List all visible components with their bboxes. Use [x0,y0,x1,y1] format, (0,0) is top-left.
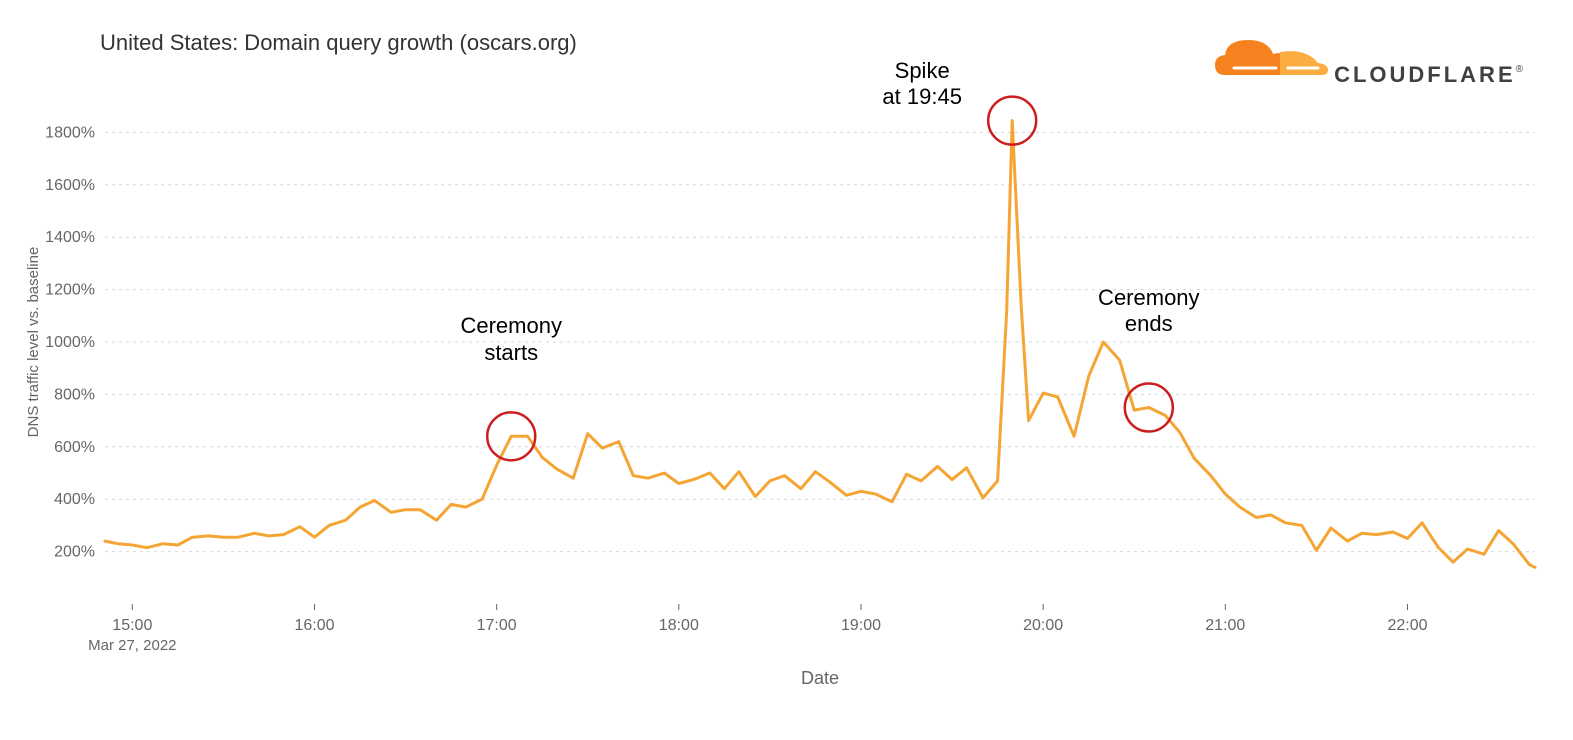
x-tick-label: 17:00 [477,617,517,634]
chart-title: United States: Domain query growth (osca… [100,30,577,55]
y-tick-label: 1000% [45,334,95,351]
x-tick-label: 16:00 [294,617,334,634]
x-tick-label: 15:00 [112,617,152,634]
x-tick-label: 18:00 [659,617,699,634]
x-tick-label: 20:00 [1023,617,1063,634]
x-tick-label: 19:00 [841,617,881,634]
y-tick-label: 1400% [45,229,95,246]
y-tick-label: 1200% [45,282,95,299]
y-tick-label: 800% [54,386,95,403]
y-axis-label: DNS traffic level vs. baseline [25,247,42,438]
x-tick-label: 21:00 [1205,617,1245,634]
chart-container: United States: Domain query growth (osca… [0,0,1573,735]
chart-svg: United States: Domain query growth (osca… [0,0,1573,735]
y-tick-label: 1800% [45,124,95,141]
x-subtick-label: Mar 27, 2022 [88,637,176,654]
y-tick-label: 600% [54,439,95,456]
cloudflare-cloud-icon [1210,30,1330,82]
cloudflare-logo: CLOUDFLARE® [1210,30,1523,88]
x-axis-label: Date [801,668,839,688]
registered-mark: ® [1516,64,1523,75]
y-tick-label: 400% [54,491,95,508]
cloudflare-wordmark: CLOUDFLARE [1334,62,1516,87]
x-tick-label: 22:00 [1387,617,1427,634]
y-tick-label: 1600% [45,177,95,194]
y-tick-label: 200% [54,544,95,561]
